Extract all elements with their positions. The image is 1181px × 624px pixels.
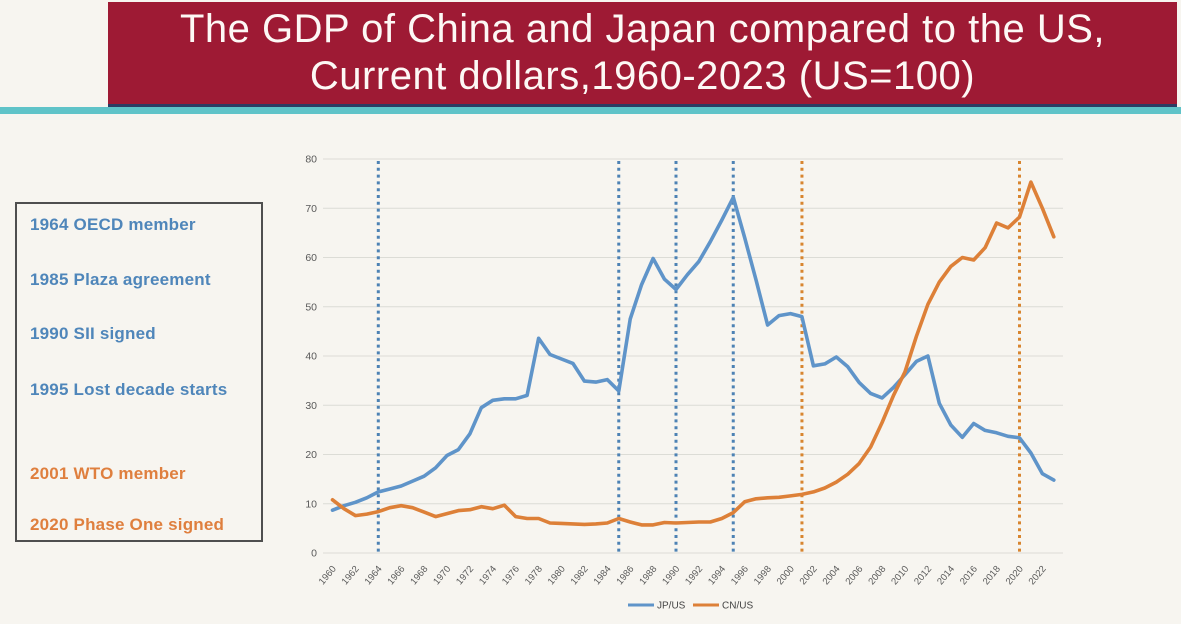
svg-text:JP/US: JP/US	[657, 601, 686, 612]
svg-text:1968: 1968	[408, 564, 430, 587]
annotation-1995-lost-decade: 1995 Lost decade starts	[30, 380, 228, 399]
annotation-2020-phase-one: 2020 Phase One signed	[30, 515, 225, 534]
svg-text:1972: 1972	[454, 564, 476, 587]
svg-text:1998: 1998	[752, 564, 774, 587]
svg-text:1996: 1996	[729, 564, 751, 587]
svg-text:2000: 2000	[775, 564, 797, 587]
svg-text:1964: 1964	[363, 564, 385, 587]
svg-text:10: 10	[305, 498, 317, 510]
page-title-line2: Current dollars,1960-2023 (US=100)	[309, 54, 976, 98]
svg-text:1992: 1992	[683, 564, 705, 587]
svg-text:1994: 1994	[706, 564, 728, 587]
svg-text:2018: 2018	[981, 564, 1003, 587]
svg-text:40: 40	[305, 351, 317, 363]
svg-text:2010: 2010	[889, 564, 911, 587]
title-underline	[0, 107, 1181, 114]
svg-text:30: 30	[305, 400, 317, 412]
svg-text:60: 60	[305, 252, 317, 264]
svg-text:1990: 1990	[660, 564, 682, 587]
svg-text:1966: 1966	[385, 564, 407, 587]
events-annotation-box: 1964 OECD member 1985 Plaza agreement 19…	[15, 202, 263, 542]
annotation-1985-plaza: 1985 Plaza agreement	[30, 270, 211, 289]
annotation-1990-sii: 1990 SII signed	[30, 324, 156, 343]
svg-text:2016: 2016	[958, 564, 980, 587]
svg-text:1974: 1974	[477, 564, 499, 587]
svg-text:CN/US: CN/US	[722, 601, 753, 612]
svg-text:1984: 1984	[592, 564, 614, 587]
svg-text:1982: 1982	[569, 564, 591, 587]
svg-text:1988: 1988	[637, 564, 659, 587]
svg-text:50: 50	[305, 301, 317, 313]
svg-text:1980: 1980	[546, 564, 568, 587]
title-banner: The GDP of China and Japan compared to t…	[108, 2, 1177, 107]
svg-text:2002: 2002	[798, 564, 820, 587]
svg-text:1976: 1976	[500, 564, 522, 587]
annotation-2001-wto: 2001 WTO member	[30, 464, 186, 483]
svg-text:2008: 2008	[866, 564, 888, 587]
svg-text:1962: 1962	[340, 564, 362, 587]
svg-text:2012: 2012	[912, 564, 934, 587]
svg-text:20: 20	[305, 449, 317, 461]
svg-text:2006: 2006	[843, 564, 865, 587]
svg-text:2014: 2014	[935, 564, 957, 587]
svg-text:1986: 1986	[614, 564, 636, 587]
annotation-1964-oecd: 1964 OECD member	[30, 215, 196, 234]
svg-text:1978: 1978	[523, 564, 545, 587]
svg-text:1960: 1960	[317, 564, 339, 587]
page-title-line1: The GDP of China and Japan compared to t…	[179, 7, 1105, 51]
svg-text:2022: 2022	[1027, 564, 1049, 587]
chart-area: 0 10 20 30 40 50 60 70 80 1960 1962 1964 1966 1968 197…	[295, 145, 1085, 619]
svg-text:70: 70	[305, 203, 317, 215]
svg-text:2020: 2020	[1004, 564, 1026, 587]
svg-text:0: 0	[311, 548, 317, 560]
svg-text:2004: 2004	[821, 564, 843, 587]
svg-text:1970: 1970	[431, 564, 453, 587]
svg-text:80: 80	[305, 154, 317, 166]
